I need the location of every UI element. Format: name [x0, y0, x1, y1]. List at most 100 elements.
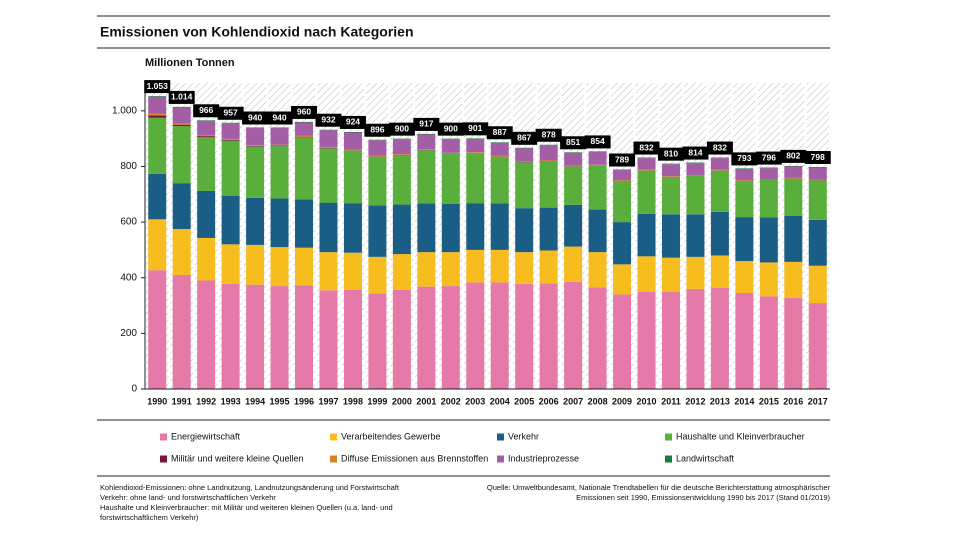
bar-segment: [270, 286, 289, 389]
x-tick-label: 2010: [637, 396, 657, 406]
bar-segment: [441, 138, 460, 140]
bar-segment: [784, 177, 803, 179]
bar-segment: [564, 166, 583, 205]
bar-segment: [564, 152, 583, 153]
bar-segment: [515, 161, 534, 163]
bar-segment: [295, 122, 314, 136]
bar-segment: [637, 256, 656, 292]
total-label: 924: [346, 117, 360, 127]
total-label: 832: [639, 142, 653, 152]
bar-segment: [588, 252, 607, 288]
total-label-box: [609, 153, 636, 167]
x-tick-label: 1994: [245, 396, 265, 406]
total-label: 900: [395, 123, 409, 133]
bar-segment: [686, 256, 705, 289]
bar-segment: [368, 293, 387, 389]
bar-segment: [564, 246, 583, 282]
bar-segment: [148, 115, 167, 118]
bar-segment: [197, 280, 216, 389]
bar-segment: [735, 168, 754, 181]
x-tick-label: 2015: [759, 396, 779, 406]
bar-segment: [246, 145, 265, 147]
footnote: Verkehr: ohne land- und forstwirtschaftl…: [100, 493, 276, 502]
legend-swatch: [497, 455, 504, 463]
bar-segment: [172, 183, 191, 230]
bar-segment: [735, 180, 754, 181]
x-tick-label: 2017: [808, 396, 828, 406]
bar-segment: [515, 147, 534, 149]
bar-segment: [710, 169, 729, 171]
legend-swatch: [497, 433, 504, 441]
legend-label: Landwirtschaft: [676, 453, 735, 463]
total-label: 851: [566, 137, 580, 147]
bar-segment: [710, 158, 729, 170]
bar-segment: [148, 219, 167, 271]
x-tick-label: 1995: [270, 396, 290, 406]
bar-segment: [319, 290, 338, 389]
legend-swatch: [330, 455, 337, 463]
total-label: 887: [493, 127, 507, 137]
bar-segment: [710, 211, 729, 256]
total-label: 957: [224, 108, 238, 118]
total-label-box: [706, 141, 733, 155]
bar-segment: [295, 121, 314, 123]
bar-segment: [637, 169, 656, 171]
x-tick-label: 2001: [416, 396, 436, 406]
bar-segment: [148, 96, 167, 114]
bar-segment: [148, 173, 167, 220]
bar-segment: [490, 142, 509, 143]
bar-segment: [172, 107, 191, 124]
bar-segment: [661, 164, 680, 177]
bar-segment: [319, 252, 338, 291]
bar-segment: [490, 282, 509, 389]
bar-segment: [417, 149, 436, 151]
bar-segment: [246, 197, 265, 245]
bar-segment: [172, 229, 191, 275]
bar-segment: [613, 169, 632, 171]
bar-segment: [246, 145, 265, 146]
total-label: 932: [321, 114, 335, 124]
total-label: 1.053: [147, 81, 169, 91]
bar-segment: [221, 123, 240, 139]
bar-segment: [197, 237, 216, 281]
bar-segment: [661, 291, 680, 389]
bar-segment: [588, 165, 607, 210]
x-tick-label: 2009: [612, 396, 632, 406]
bar-segment: [759, 262, 778, 297]
bar-segment: [343, 289, 362, 389]
y-tick-label: 800: [120, 161, 137, 172]
legend-label: Diffuse Emissionen aus Brennstoffen: [341, 453, 488, 463]
bar-segment: [221, 139, 240, 141]
bar-segment: [637, 291, 656, 389]
x-tick-label: 1991: [172, 396, 192, 406]
bar-segment: [710, 157, 729, 159]
total-label: 793: [737, 153, 751, 163]
legend-swatch: [330, 433, 337, 441]
bar-segment: [246, 244, 265, 285]
total-label-box: [291, 105, 318, 119]
bar-segment: [686, 162, 705, 164]
bar-segment: [637, 170, 656, 214]
bar-segment: [490, 155, 509, 157]
bar-segment: [270, 127, 289, 129]
bar-segment: [588, 287, 607, 389]
bar-segment: [808, 180, 827, 220]
bar-segment: [392, 138, 411, 140]
total-label: 789: [615, 154, 629, 164]
bar-segment: [197, 190, 216, 238]
bar-segment: [343, 150, 362, 204]
bar-segment: [661, 214, 680, 258]
bar-segment: [490, 142, 509, 156]
x-tick-label: 2016: [783, 396, 803, 406]
bar-segment: [172, 123, 191, 125]
bar-segment: [392, 204, 411, 255]
footnote: Kohlendioxid-Emissionen: ohne Landnutzun…: [100, 483, 400, 492]
bar-segment: [295, 136, 314, 138]
bar-segment: [221, 138, 240, 140]
total-label-box: [633, 141, 660, 155]
bar-segment: [197, 136, 216, 138]
bar-segment: [197, 135, 216, 137]
total-label-box: [364, 123, 391, 137]
bar-segment: [759, 217, 778, 263]
